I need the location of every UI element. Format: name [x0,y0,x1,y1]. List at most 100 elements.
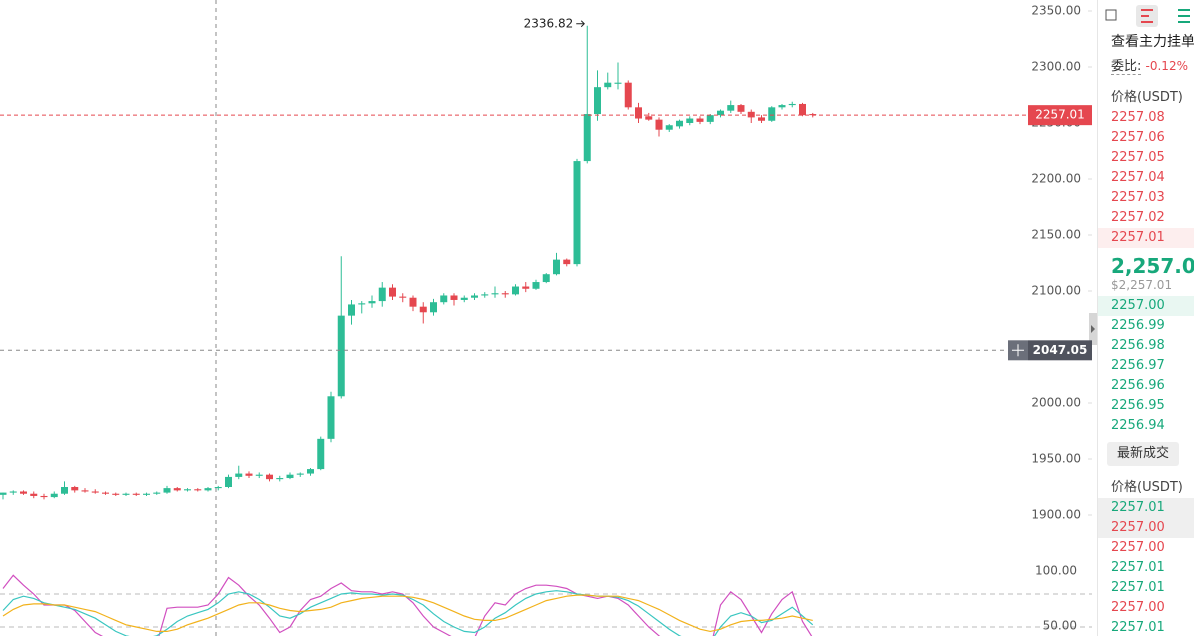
ratio-label: 委比: [1111,59,1142,75]
bids: 2257.00 2256.99 2256.98 2256.97 2256.96 2256.… [1098,296,1194,436]
indicator-lines [2,574,814,636]
indicator-line [2,590,814,636]
main-orders-link[interactable]: 查看主力挂单 [1111,34,1194,50]
candle-body [40,495,48,498]
candle-body [389,287,396,297]
candle-body [788,103,796,106]
icon-list[interactable] [1178,9,1190,23]
high-arrow [576,20,585,28]
mid-price: 2,257.01 [1111,254,1194,278]
candle-body [112,493,120,495]
ask-price: 2257.06 [1111,130,1165,145]
ask-price: 2257.01 [1098,228,1194,248]
candle-body [307,469,314,474]
candle-body [542,274,550,283]
mid-usd: $2,257.01 [1111,278,1173,292]
candle-body [706,115,714,122]
ask-price: 2257.03 [1111,190,1165,205]
crosshair-plus [1012,344,1024,357]
candle-body [0,492,7,495]
ratio-row: 委比: -0.12% [1098,56,1194,76]
candle-body [9,491,17,493]
candle-body [296,473,304,475]
candle-body [173,488,181,491]
candle-body [337,315,345,397]
crosshair-tag [1028,340,1092,361]
candle-body [645,116,653,120]
trade-price: 2257.00 [1111,600,1165,615]
candle-body [91,491,99,493]
candle-body [665,125,673,130]
candle-body [266,474,273,480]
candle-body [194,489,202,491]
crosshair-label: 2047.05 [1033,343,1088,357]
icon-lines [1141,9,1153,23]
bid-price: 2256.97 [1111,358,1165,373]
candle-body [604,82,612,88]
candle-body [368,301,376,304]
candle-body [327,396,335,439]
side-panel: 查看主力挂单 委比: -0.12% 价格(USDT) 2257.08 2257.0… [1097,0,1194,636]
candle-body [30,493,38,496]
candle-body [635,107,642,119]
chart: 2350.002300.002250.002200.002150.002100.… [0,0,1097,636]
indicator-line [2,594,813,633]
candle-body [573,161,581,265]
y-tick-label: 2150.00 [1031,227,1081,241]
bid-price: 2257.00 [1098,296,1194,316]
candle-body [102,492,109,494]
candle-body [686,118,694,123]
candle-body [624,82,632,108]
last-price-label: 2257.01 [1035,108,1085,122]
y-tick-label: 2100.00 [1031,284,1081,298]
last-price-tag [1028,105,1092,126]
candle-body [594,87,601,115]
candle-body [276,478,284,480]
candle-body [204,488,212,491]
y-tick-label: 1900.00 [1031,508,1081,522]
trade-price: 2257.01 [1111,560,1165,575]
candle-body [491,293,499,295]
bid-price: 2256.99 [1111,318,1165,333]
candle-body [399,296,407,298]
book-header: 价格(USDT) [1111,90,1183,105]
trade-price: 2257.00 [1098,518,1194,538]
ask-price: 2257.04 [1111,170,1165,185]
candle-body [747,111,755,118]
ask-price: 2257.08 [1111,110,1165,125]
icon-popout[interactable] [1105,9,1117,21]
candle-body [532,282,540,289]
y-tick-label: 2000.00 [1031,396,1081,410]
toolbar [1098,0,1194,32]
candle-body [286,474,294,479]
trades-header: 价格(USDT) [1111,480,1183,495]
candle-body [419,306,427,313]
trades-button[interactable]: 最新成交 [1107,442,1179,466]
y-tick-label: 2200.00 [1031,171,1081,185]
candle-body [696,118,704,122]
trade-price: 2257.00 [1111,540,1165,555]
candle-body [809,114,817,116]
candle-body [563,259,571,265]
candle-body [184,489,191,491]
candle-body [799,103,806,116]
trade-price: 2257.01 [1111,580,1165,595]
asks: 2257.08 2257.06 2257.05 2257.04 2257.03 2257.… [1098,108,1194,248]
collapse-arrow [1091,325,1095,333]
high-annotation: 2336.82 [524,16,574,30]
candle-body [255,474,263,476]
candle-body [481,294,489,296]
trades: 2257.01 2257.00 2257.00 2257.01 2257.01 2257.… [1098,498,1194,636]
candle-body [501,293,509,295]
candle-body [235,473,243,477]
y2-tick-label: 100.00 [1035,564,1077,578]
candle-body [317,438,325,470]
candle-body [71,487,79,491]
trade-price: 2257.01 [1098,498,1194,518]
candle-body [522,286,530,289]
candle-body [225,476,232,488]
candle-body [471,295,478,298]
candle-body [717,110,724,116]
candle-body [20,491,27,494]
